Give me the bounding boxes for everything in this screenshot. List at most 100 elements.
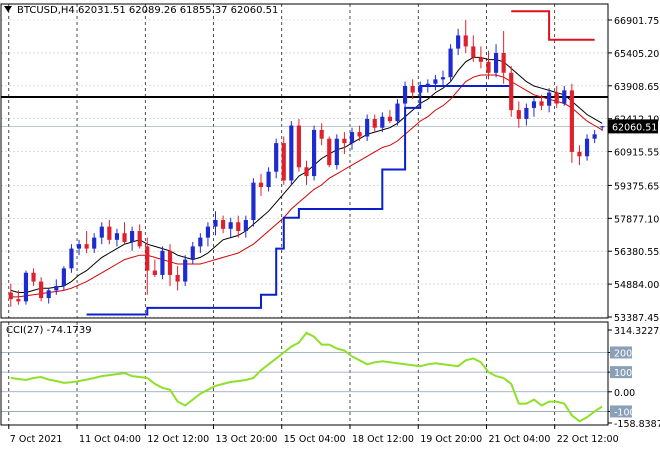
candle bbox=[380, 112, 385, 133]
candle bbox=[547, 88, 552, 113]
cci-label: CCI(27) -74.1739 bbox=[6, 325, 92, 336]
candle bbox=[107, 220, 112, 245]
candle-body bbox=[31, 272, 36, 282]
candle bbox=[274, 138, 279, 179]
trailing-stop-long bbox=[86, 85, 512, 316]
candle-body bbox=[54, 285, 59, 291]
candle-body bbox=[84, 244, 89, 249]
candle bbox=[395, 99, 400, 126]
candle-body bbox=[600, 126, 605, 128]
candle bbox=[76, 239, 82, 256]
cci-level-tag bbox=[610, 346, 632, 359]
candle bbox=[167, 244, 173, 286]
candle bbox=[387, 110, 392, 124]
candle bbox=[440, 70, 446, 86]
candle-body bbox=[463, 35, 468, 47]
candle bbox=[425, 79, 430, 93]
candle bbox=[584, 134, 590, 161]
candle bbox=[478, 46, 483, 69]
candle-body bbox=[258, 182, 264, 188]
cci-tick-label: -100 bbox=[614, 407, 636, 418]
candle bbox=[46, 288, 51, 304]
cci-panel-frame bbox=[0, 321, 609, 426]
candle-body bbox=[99, 226, 104, 238]
candle bbox=[213, 211, 218, 236]
candle-body bbox=[531, 101, 537, 108]
candle bbox=[592, 129, 597, 144]
slow-ma-line bbox=[10, 74, 603, 298]
cci-tick-label: 100 bbox=[614, 368, 632, 379]
candle bbox=[54, 279, 59, 295]
time-tick-label: 12 Oct 12:00 bbox=[147, 434, 209, 445]
price-axis-ticks: 66901.7565405.2063908.6562412.1060915.55… bbox=[608, 16, 659, 324]
symbol-dropdown-icon[interactable] bbox=[4, 6, 12, 12]
candle bbox=[600, 125, 605, 131]
time-tick-label: 21 Oct 04:00 bbox=[488, 434, 550, 445]
candle bbox=[281, 136, 286, 185]
candle bbox=[221, 215, 226, 234]
main-grid bbox=[1, 4, 608, 425]
candle bbox=[137, 224, 142, 249]
candle-body bbox=[296, 125, 302, 168]
candle-body bbox=[319, 129, 324, 139]
candle-body bbox=[372, 118, 377, 128]
candle-body bbox=[122, 233, 127, 243]
candle-body bbox=[524, 107, 529, 119]
candle bbox=[418, 81, 423, 97]
candle bbox=[334, 134, 339, 170]
candle bbox=[99, 222, 104, 245]
candle-body bbox=[493, 53, 499, 73]
candle-body bbox=[516, 110, 521, 119]
candle-body bbox=[311, 129, 317, 177]
cci-grid bbox=[1, 352, 608, 412]
candle-body bbox=[221, 220, 226, 229]
candle-body bbox=[205, 226, 211, 238]
candle bbox=[509, 66, 514, 117]
candle-body bbox=[145, 246, 150, 271]
candle bbox=[463, 20, 468, 54]
candle bbox=[493, 44, 499, 78]
time-tick-label: 7 Oct 2021 bbox=[10, 434, 63, 445]
price-tick-label: 56380.55 bbox=[614, 247, 659, 258]
candle-body bbox=[471, 46, 476, 58]
candle-body bbox=[92, 237, 97, 249]
candle bbox=[577, 145, 582, 166]
price-tick-label: 60915.55 bbox=[614, 148, 659, 159]
candle bbox=[175, 266, 180, 291]
candle bbox=[69, 244, 74, 273]
candle bbox=[145, 237, 150, 295]
candle bbox=[516, 101, 521, 128]
time-axis-ticks: 7 Oct 2021 11 Oct 04:00 12 Oct 12:00 13 Oct… bbox=[8, 425, 619, 445]
price-tick-label: 57877.10 bbox=[614, 214, 659, 225]
candle-body bbox=[69, 248, 74, 269]
candle bbox=[243, 215, 248, 238]
time-tick-label: 22 Oct 12:00 bbox=[557, 434, 619, 445]
last-price-label: 62060.51 bbox=[612, 122, 657, 133]
price-tick-label: 65405.20 bbox=[614, 49, 659, 60]
axes bbox=[0, 3, 609, 426]
cci-series bbox=[10, 331, 603, 423]
candle bbox=[92, 233, 97, 253]
candle-body bbox=[440, 77, 446, 80]
candle bbox=[524, 103, 529, 126]
candle bbox=[152, 259, 157, 278]
candle bbox=[365, 114, 370, 141]
candle-body bbox=[289, 125, 294, 181]
time-tick-label: 18 Oct 12:00 bbox=[352, 434, 414, 445]
candle-body bbox=[402, 85, 408, 104]
cci-tick-label: 200 bbox=[614, 348, 632, 359]
candle-body bbox=[175, 274, 180, 282]
candle bbox=[39, 277, 44, 302]
candle-body bbox=[357, 132, 362, 137]
candle-body bbox=[152, 270, 157, 275]
candle bbox=[228, 217, 233, 238]
candle bbox=[471, 35, 476, 62]
candle-body bbox=[342, 138, 347, 144]
candle-body bbox=[183, 259, 188, 282]
candle bbox=[289, 121, 294, 185]
candle-body bbox=[61, 268, 66, 286]
candle-body bbox=[387, 116, 392, 122]
candle-body bbox=[281, 143, 286, 181]
candles bbox=[8, 20, 605, 307]
candle-body bbox=[107, 226, 112, 240]
